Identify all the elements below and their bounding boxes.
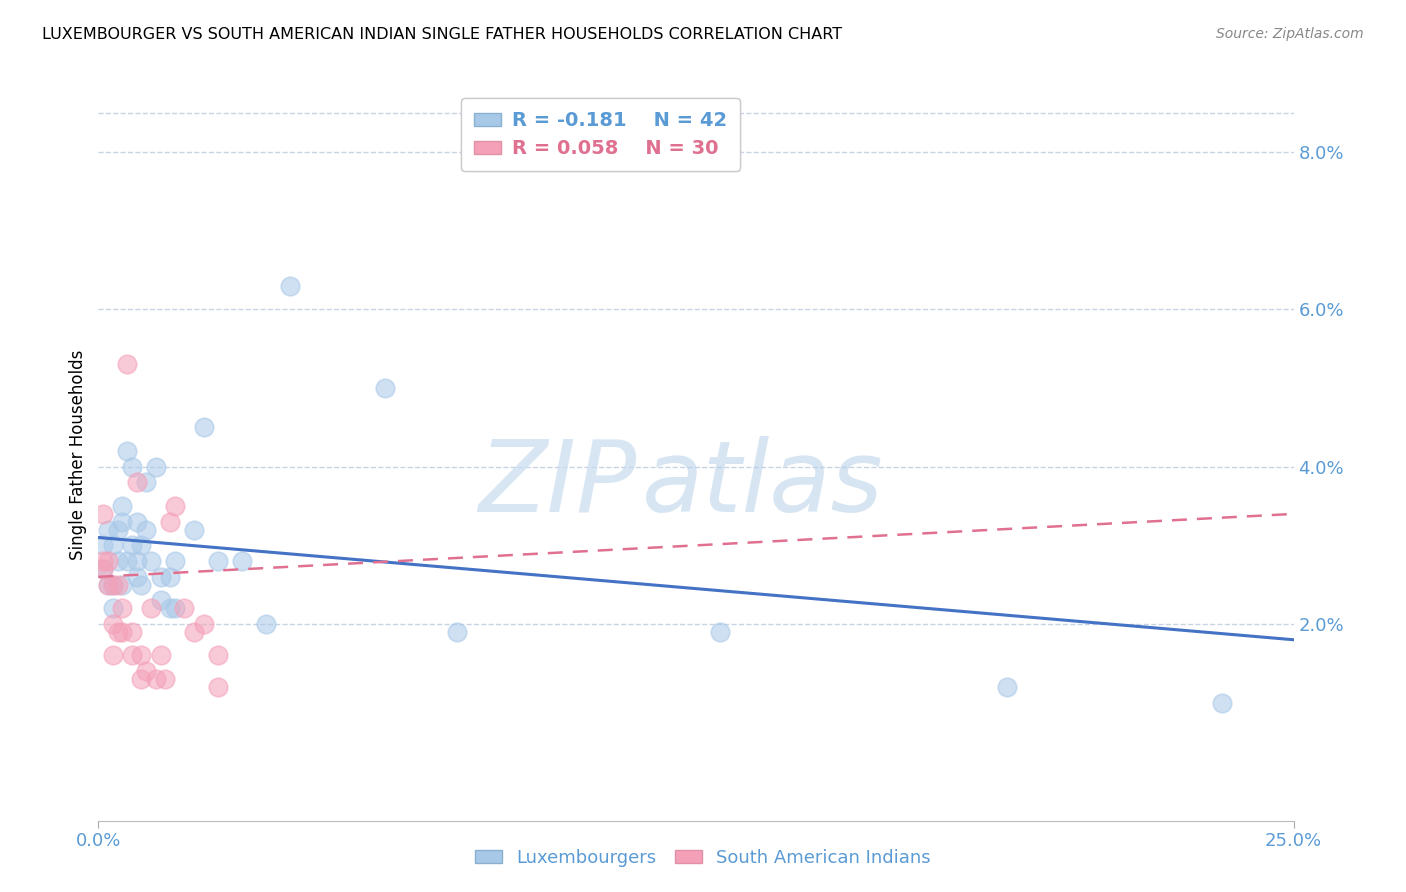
Point <box>107 624 129 639</box>
Point <box>374 381 396 395</box>
Point <box>125 554 148 568</box>
Legend: R = -0.181    N = 42, R = 0.058    N = 30: R = -0.181 N = 42, R = 0.058 N = 30 <box>461 98 740 170</box>
Point <box>163 554 186 568</box>
Point <box>101 577 124 591</box>
Point <box>111 601 134 615</box>
Point <box>155 672 177 686</box>
Point <box>111 515 134 529</box>
Point <box>97 523 120 537</box>
Point <box>121 459 143 474</box>
Point <box>121 624 143 639</box>
Point <box>1211 696 1233 710</box>
Point <box>207 680 229 694</box>
Point <box>101 617 124 632</box>
Point <box>111 577 134 591</box>
Point <box>159 515 181 529</box>
Text: atlas: atlas <box>643 435 884 533</box>
Point <box>207 648 229 663</box>
Point <box>131 577 153 591</box>
Point <box>139 554 162 568</box>
Point <box>125 475 148 490</box>
Point <box>107 554 129 568</box>
Point <box>91 538 114 552</box>
Point <box>121 538 143 552</box>
Point <box>135 475 157 490</box>
Point <box>101 648 124 663</box>
Point <box>207 554 229 568</box>
Point <box>995 680 1018 694</box>
Text: Source: ZipAtlas.com: Source: ZipAtlas.com <box>1216 27 1364 41</box>
Point <box>159 601 181 615</box>
Point <box>107 523 129 537</box>
Point <box>97 577 120 591</box>
Point <box>115 358 138 372</box>
Point <box>139 601 162 615</box>
Point <box>163 499 186 513</box>
Point <box>135 664 157 678</box>
Point <box>91 507 114 521</box>
Point <box>231 554 253 568</box>
Point <box>101 538 124 552</box>
Point <box>145 459 167 474</box>
Point <box>131 672 153 686</box>
Point <box>91 562 114 576</box>
Text: ZIP: ZIP <box>478 435 637 533</box>
Point <box>131 648 153 663</box>
Point <box>91 562 114 576</box>
Point <box>107 577 129 591</box>
Point <box>101 577 124 591</box>
Point <box>131 538 153 552</box>
Point <box>149 593 172 607</box>
Point <box>101 601 124 615</box>
Point <box>183 523 205 537</box>
Point <box>145 672 167 686</box>
Point <box>111 499 134 513</box>
Legend: Luxembourgers, South American Indians: Luxembourgers, South American Indians <box>468 842 938 874</box>
Point <box>163 601 186 615</box>
Point <box>91 554 114 568</box>
Text: LUXEMBOURGER VS SOUTH AMERICAN INDIAN SINGLE FATHER HOUSEHOLDS CORRELATION CHART: LUXEMBOURGER VS SOUTH AMERICAN INDIAN SI… <box>42 27 842 42</box>
Point <box>111 624 134 639</box>
Point <box>278 278 301 293</box>
Point <box>135 523 157 537</box>
Point <box>115 554 138 568</box>
Point <box>173 601 195 615</box>
Y-axis label: Single Father Households: Single Father Households <box>69 350 87 560</box>
Point <box>115 444 138 458</box>
Point <box>193 617 215 632</box>
Point <box>193 420 215 434</box>
Point <box>125 515 148 529</box>
Point <box>121 648 143 663</box>
Point <box>125 570 148 584</box>
Point <box>446 624 468 639</box>
Point <box>254 617 277 632</box>
Point <box>149 570 172 584</box>
Point <box>709 624 731 639</box>
Point <box>149 648 172 663</box>
Point <box>97 554 120 568</box>
Point <box>183 624 205 639</box>
Point <box>97 577 120 591</box>
Point <box>159 570 181 584</box>
